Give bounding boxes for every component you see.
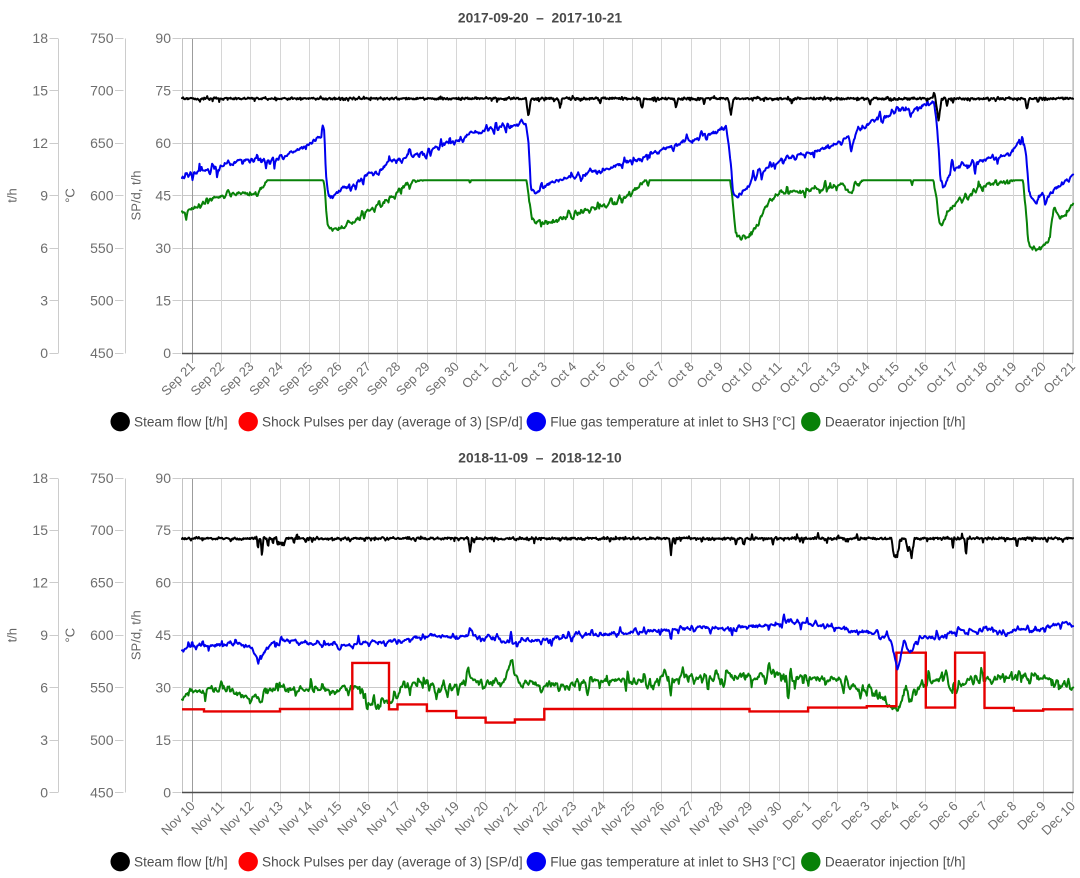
svg-text:Steam flow [t/h]: Steam flow [t/h] <box>134 415 228 430</box>
svg-text:15: 15 <box>32 82 48 98</box>
svg-text:90: 90 <box>155 470 171 486</box>
svg-text:9: 9 <box>40 627 48 643</box>
svg-text:°C: °C <box>63 188 78 203</box>
svg-text:15: 15 <box>32 522 48 538</box>
svg-text:Shock Pulses per day (average: Shock Pulses per day (average of 3) [SP/… <box>262 855 523 870</box>
svg-text:0: 0 <box>40 345 48 361</box>
svg-text:30: 30 <box>155 240 171 256</box>
svg-text:15: 15 <box>155 732 171 748</box>
svg-text:18: 18 <box>32 470 48 486</box>
svg-text:600: 600 <box>90 627 114 643</box>
svg-text:t/h: t/h <box>5 188 20 202</box>
svg-text:0: 0 <box>163 784 171 800</box>
svg-text:75: 75 <box>155 522 171 538</box>
svg-text:2017-09-20 – 2017-10-21: 2017-09-20 – 2017-10-21 <box>458 11 622 26</box>
svg-text:45: 45 <box>155 627 171 643</box>
svg-text:Flue gas temperature at inlet: Flue gas temperature at inlet to SH3 [°C… <box>550 415 795 430</box>
svg-text:Deaerator injection [t/h]: Deaerator injection [t/h] <box>825 415 966 430</box>
svg-text:60: 60 <box>155 135 171 151</box>
svg-text:500: 500 <box>90 732 114 748</box>
svg-text:t/h: t/h <box>5 628 20 642</box>
svg-text:12: 12 <box>32 135 48 151</box>
svg-text:3: 3 <box>40 732 48 748</box>
svg-text:18: 18 <box>32 30 48 46</box>
svg-text:550: 550 <box>90 240 114 256</box>
svg-text:450: 450 <box>90 784 114 800</box>
svg-text:60: 60 <box>155 575 171 591</box>
svg-text:9: 9 <box>40 187 48 203</box>
svg-text:Flue gas temperature at inlet: Flue gas temperature at inlet to SH3 [°C… <box>550 855 795 870</box>
svg-text:750: 750 <box>90 30 114 46</box>
svg-text:75: 75 <box>155 82 171 98</box>
svg-text:650: 650 <box>90 575 114 591</box>
svg-text:600: 600 <box>90 187 114 203</box>
svg-text:6: 6 <box>40 240 48 256</box>
svg-text:500: 500 <box>90 292 114 308</box>
svg-text:3: 3 <box>40 292 48 308</box>
svg-text:90: 90 <box>155 30 171 46</box>
svg-text:°C: °C <box>63 628 78 643</box>
svg-text:0: 0 <box>163 345 171 361</box>
svg-text:700: 700 <box>90 522 114 538</box>
svg-text:Deaerator injection [t/h]: Deaerator injection [t/h] <box>825 855 966 870</box>
svg-text:6: 6 <box>40 680 48 696</box>
svg-text:700: 700 <box>90 82 114 98</box>
svg-text:12: 12 <box>32 575 48 591</box>
svg-text:15: 15 <box>155 292 171 308</box>
svg-text:450: 450 <box>90 345 114 361</box>
svg-text:2018-11-09 – 2018-12-10: 2018-11-09 – 2018-12-10 <box>458 450 622 465</box>
svg-text:SP/d, t/h: SP/d, t/h <box>128 610 143 660</box>
svg-text:Shock Pulses per day (average: Shock Pulses per day (average of 3) [SP/… <box>262 415 523 430</box>
svg-text:SP/d, t/h: SP/d, t/h <box>128 171 143 221</box>
svg-text:750: 750 <box>90 470 114 486</box>
svg-text:30: 30 <box>155 680 171 696</box>
svg-text:550: 550 <box>90 680 114 696</box>
svg-text:0: 0 <box>40 784 48 800</box>
svg-text:45: 45 <box>155 187 171 203</box>
svg-text:650: 650 <box>90 135 114 151</box>
svg-text:Steam flow [t/h]: Steam flow [t/h] <box>134 855 228 870</box>
